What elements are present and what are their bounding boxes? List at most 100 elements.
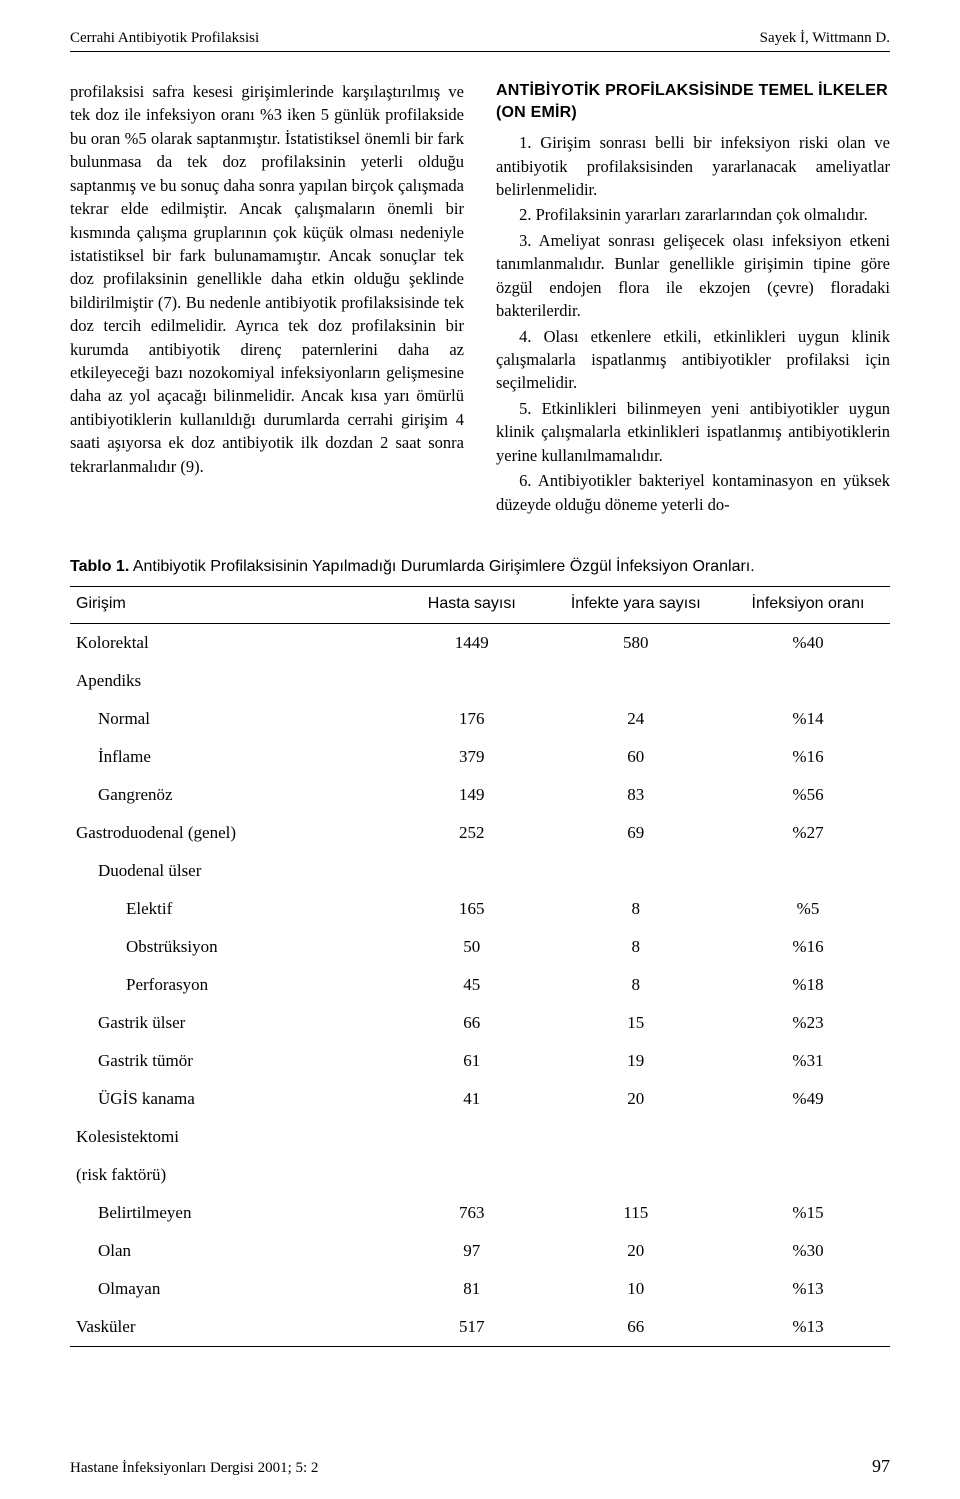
- table-cell: [546, 662, 726, 700]
- table-cell: 60: [546, 738, 726, 776]
- table-cell: [398, 662, 546, 700]
- table-cell: 61: [398, 1042, 546, 1080]
- col-header: Girişim: [70, 586, 398, 623]
- table-cell: Belirtilmeyen: [70, 1194, 398, 1232]
- table-cell: %56: [726, 776, 890, 814]
- table-cell: Perforasyon: [70, 966, 398, 1004]
- table-cell: [726, 662, 890, 700]
- table-cell: 81: [398, 1270, 546, 1308]
- table-cell: [726, 852, 890, 890]
- table-cell: 66: [546, 1308, 726, 1347]
- table-cell: %15: [726, 1194, 890, 1232]
- col-header: Hasta sayısı: [398, 586, 546, 623]
- table-cell: Gastroduodenal (genel): [70, 814, 398, 852]
- principle-item: 5. Etkinlikleri bilinmeyen yeni antibiyo…: [496, 397, 890, 467]
- table-row: Obstrüksiyon508%16: [70, 928, 890, 966]
- table-cell: %31: [726, 1042, 890, 1080]
- table-row: Kolesistektomi: [70, 1118, 890, 1156]
- table-row: İnflame37960%16: [70, 738, 890, 776]
- table-cell: [398, 852, 546, 890]
- table-cell: 50: [398, 928, 546, 966]
- table-cell: Olmayan: [70, 1270, 398, 1308]
- table-cell: 97: [398, 1232, 546, 1270]
- right-column: ANTİBİYOTİK PROFİLAKSİSİNDE TEMEL İLKELE…: [496, 80, 890, 518]
- table-cell: %30: [726, 1232, 890, 1270]
- table-row: Apendiks: [70, 662, 890, 700]
- table-cell: 252: [398, 814, 546, 852]
- table-cell: 20: [546, 1080, 726, 1118]
- table-cell: 24: [546, 700, 726, 738]
- table-cell: [546, 1156, 726, 1194]
- table-row: Gastrik tümör6119%31: [70, 1042, 890, 1080]
- table-body: Kolorektal1449580%40ApendiksNormal17624%…: [70, 623, 890, 1346]
- table-cell: %13: [726, 1308, 890, 1347]
- table-cell: %16: [726, 738, 890, 776]
- table-cell: 8: [546, 966, 726, 1004]
- right-column-items: 1. Girişim sonrası belli bir infeksiyon …: [496, 131, 890, 516]
- table-cell: %40: [726, 623, 890, 662]
- table-cell: Kolorektal: [70, 623, 398, 662]
- table-cell: 8: [546, 928, 726, 966]
- table-cell: %14: [726, 700, 890, 738]
- table-cell: Kolesistektomi: [70, 1118, 398, 1156]
- table-cell: %16: [726, 928, 890, 966]
- table-cell: Duodenal ülser: [70, 852, 398, 890]
- table-row: Normal17624%14: [70, 700, 890, 738]
- table-cell: Olan: [70, 1232, 398, 1270]
- table-cell: ÜGİS kanama: [70, 1080, 398, 1118]
- table-row: Belirtilmeyen763115%15: [70, 1194, 890, 1232]
- table-caption: Tablo 1. Antibiyotik Profilaksisinin Yap…: [70, 558, 890, 576]
- table-cell: %18: [726, 966, 890, 1004]
- table-cell: [398, 1118, 546, 1156]
- principle-item: 4. Olası etkenlere etkili, etkinlikleri …: [496, 325, 890, 395]
- table-cell: 1449: [398, 623, 546, 662]
- table-cell: 69: [546, 814, 726, 852]
- table-cell: 580: [546, 623, 726, 662]
- table-cell: %49: [726, 1080, 890, 1118]
- table-cell: %5: [726, 890, 890, 928]
- table-cell: 10: [546, 1270, 726, 1308]
- col-header: İnfeksiyon oranı: [726, 586, 890, 623]
- running-head: Cerrahi Antibiyotik Profilaksisi Sayek İ…: [70, 30, 890, 47]
- left-column: profilaksisi safra kesesi girişimlerinde…: [70, 80, 464, 518]
- table-row: Olan9720%30: [70, 1232, 890, 1270]
- principle-item: 6. Antibiyotikler bakteriyel kontaminasy…: [496, 469, 890, 516]
- table-cell: 165: [398, 890, 546, 928]
- table-cell: [726, 1118, 890, 1156]
- table-cell: (risk faktörü): [70, 1156, 398, 1194]
- two-column-body: profilaksisi safra kesesi girişimlerinde…: [70, 80, 890, 518]
- table-row: Gastrik ülser6615%23: [70, 1004, 890, 1042]
- table-caption-lead: Tablo 1.: [70, 558, 129, 575]
- infection-rate-table: Girişim Hasta sayısı İnfekte yara sayısı…: [70, 586, 890, 1347]
- table-cell: 45: [398, 966, 546, 1004]
- table-block: Tablo 1. Antibiyotik Profilaksisinin Yap…: [70, 558, 890, 1347]
- table-row: Duodenal ülser: [70, 852, 890, 890]
- table-cell: 763: [398, 1194, 546, 1232]
- table-cell: Gastrik tümör: [70, 1042, 398, 1080]
- table-cell: Normal: [70, 700, 398, 738]
- table-cell: 20: [546, 1232, 726, 1270]
- principle-item: 3. Ameliyat sonrası gelişecek olası infe…: [496, 229, 890, 323]
- table-row: Elektif1658%5: [70, 890, 890, 928]
- table-cell: [546, 852, 726, 890]
- table-cell: [726, 1156, 890, 1194]
- page-footer: Hastane İnfeksiyonları Dergisi 2001; 5: …: [70, 1456, 890, 1477]
- table-row: Gangrenöz14983%56: [70, 776, 890, 814]
- table-cell: 8: [546, 890, 726, 928]
- table-caption-rest: Antibiyotik Profilaksisinin Yapılmadığı …: [129, 558, 754, 575]
- table-cell: %13: [726, 1270, 890, 1308]
- table-row: ÜGİS kanama4120%49: [70, 1080, 890, 1118]
- table-cell: Gangrenöz: [70, 776, 398, 814]
- col-header: İnfekte yara sayısı: [546, 586, 726, 623]
- table-cell: [546, 1118, 726, 1156]
- journal-ref: Hastane İnfeksiyonları Dergisi 2001; 5: …: [70, 1460, 318, 1477]
- table-cell: Elektif: [70, 890, 398, 928]
- table-cell: 517: [398, 1308, 546, 1347]
- page: Cerrahi Antibiyotik Profilaksisi Sayek İ…: [0, 0, 960, 1499]
- table-row: (risk faktörü): [70, 1156, 890, 1194]
- table-cell: 15: [546, 1004, 726, 1042]
- table-cell: Apendiks: [70, 662, 398, 700]
- table-row: Kolorektal1449580%40: [70, 623, 890, 662]
- table-row: Olmayan8110%13: [70, 1270, 890, 1308]
- table-cell: 176: [398, 700, 546, 738]
